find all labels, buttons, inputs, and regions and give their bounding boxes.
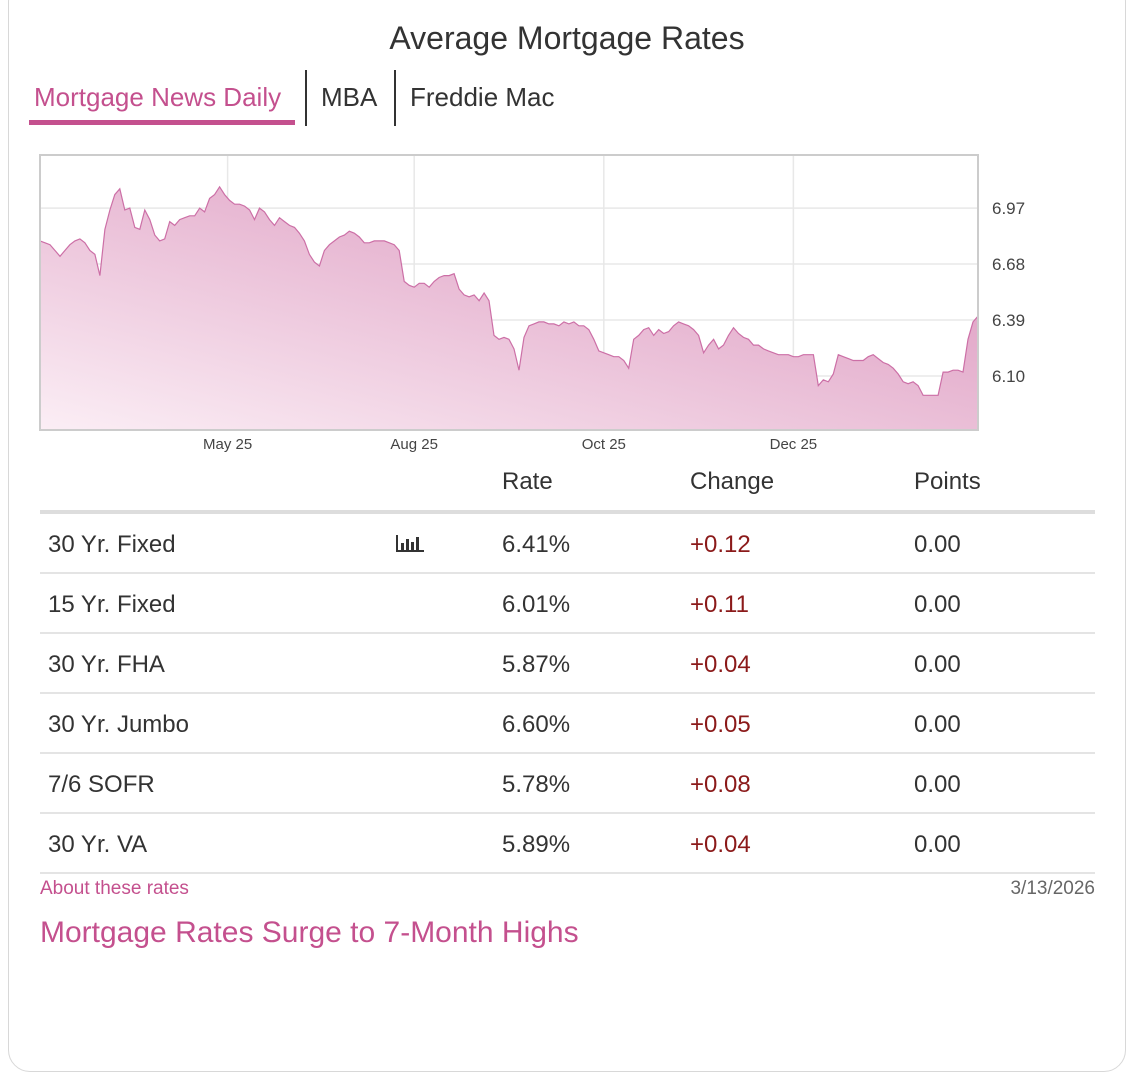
change-value: +0.12 <box>690 531 751 558</box>
loan-type: 30 Yr. Jumbo <box>48 711 189 738</box>
rate-value: 6.60% <box>502 711 571 738</box>
change-value: +0.11 <box>690 591 749 618</box>
widget-title: Average Mortgage Rates <box>389 20 745 56</box>
table-row: 30 Yr. VA 5.89% +0.04 0.00 <box>40 814 1095 874</box>
y-tick-label: 6.39 <box>992 311 1025 330</box>
header-divider <box>40 510 1095 514</box>
x-tick-label: May 25 <box>203 436 252 453</box>
change-value: +0.08 <box>690 771 751 798</box>
x-tick-label: Aug 25 <box>390 436 438 453</box>
change-value: +0.04 <box>690 651 751 678</box>
tab-divider <box>305 70 307 126</box>
tab-mba[interactable]: MBA <box>321 82 378 112</box>
y-tick-label: 6.68 <box>992 255 1025 274</box>
table-row: 30 Yr. FHA 5.87% +0.04 0.00 <box>40 634 1095 694</box>
loan-type: 7/6 SOFR <box>48 771 155 798</box>
news-headline-link[interactable]: Mortgage Rates Surge to 7-Month Highs <box>40 916 579 949</box>
x-tick-label: Dec 25 <box>770 436 818 453</box>
rate-value: 5.87% <box>502 651 571 678</box>
tab-freddie-mac[interactable]: Freddie Mac <box>410 82 555 112</box>
rate-value: 5.78% <box>502 771 571 798</box>
about-rates-link[interactable]: About these rates <box>40 878 189 899</box>
rate-value: 6.41% <box>502 531 571 558</box>
rate-line <box>39 185 979 396</box>
y-tick-label: 6.10 <box>992 367 1025 386</box>
points-value: 0.00 <box>914 831 961 858</box>
points-value: 0.00 <box>914 531 961 558</box>
header-rate: Rate <box>502 468 553 495</box>
tab-mortgage-news-daily[interactable]: Mortgage News Daily <box>34 82 282 112</box>
y-tick-label: 6.97 <box>992 199 1025 218</box>
table-row: 30 Yr. Jumbo 6.60% +0.05 0.00 <box>40 694 1095 754</box>
points-value: 0.00 <box>914 711 961 738</box>
table-row: 15 Yr. Fixed 6.01% +0.11 0.00 <box>40 574 1095 634</box>
bar-chart-icon[interactable] <box>395 532 425 554</box>
change-value: +0.04 <box>690 831 751 858</box>
loan-type: 30 Yr. FHA <box>48 651 165 678</box>
rate-area <box>40 186 978 430</box>
plot-border <box>39 154 979 431</box>
rate-value: 5.89% <box>502 831 571 858</box>
header-change: Change <box>690 468 775 495</box>
rate-value: 6.01% <box>502 591 571 618</box>
rate-history-chart: 6.10 6.39 6.68 6.97 May 25 Aug 25 Oct 25 Dec 25 <box>39 154 1025 453</box>
tab-divider <box>394 70 396 126</box>
loan-type: 15 Yr. Fixed <box>48 591 176 618</box>
active-tab-indicator <box>29 120 295 125</box>
points-value: 0.00 <box>914 651 961 678</box>
loan-type: 30 Yr. VA <box>48 831 148 858</box>
x-tick-label: Oct 25 <box>582 436 626 453</box>
rates-card <box>8 0 1126 1072</box>
table-row: 30 Yr. Fixed 6.41% +0.12 0.00 <box>40 514 1095 574</box>
header-points: Points <box>914 468 981 495</box>
points-value: 0.00 <box>914 591 961 618</box>
points-value: 0.00 <box>914 771 961 798</box>
change-value: +0.05 <box>690 711 751 738</box>
loan-type: 30 Yr. Fixed <box>48 531 176 558</box>
rates-date: 3/13/2026 <box>1010 878 1095 899</box>
table-row: 7/6 SOFR 5.78% +0.08 0.00 <box>40 754 1095 814</box>
